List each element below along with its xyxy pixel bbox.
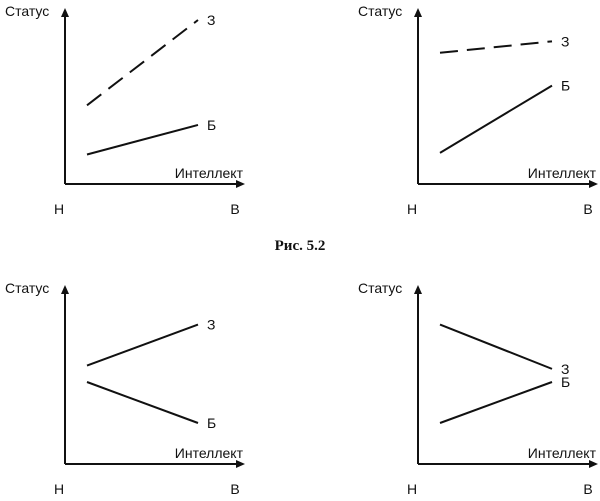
y-axis-label: Статус — [5, 3, 49, 19]
x-tick-label: В — [230, 201, 239, 217]
y-axis-label: Статус — [358, 3, 402, 19]
x-tick-label: Н — [54, 481, 64, 497]
series-line — [439, 40, 553, 54]
x-tick-label: В — [583, 201, 592, 217]
series-line — [439, 381, 553, 424]
series-line — [439, 323, 553, 370]
series-line — [439, 84, 553, 154]
y-axis-label: Статус — [5, 280, 49, 296]
series-label: Б — [207, 415, 216, 431]
y-axis-arrow — [414, 8, 422, 17]
y-axis-arrow — [61, 8, 69, 17]
x-tick-label: Н — [54, 201, 64, 217]
series-label: Б — [561, 78, 570, 94]
series-label: З — [561, 33, 569, 49]
x-axis-arrow — [589, 180, 598, 188]
series-label: Б — [207, 117, 216, 133]
x-axis-arrow — [236, 460, 245, 468]
series-line — [86, 19, 199, 107]
x-axis-label: Интеллект — [528, 165, 597, 181]
x-axis-label: Интеллект — [528, 445, 597, 461]
x-tick-label: В — [230, 481, 239, 497]
x-axis-arrow — [589, 460, 598, 468]
y-axis-label: Статус — [358, 280, 402, 296]
series-line — [86, 381, 199, 424]
series-label: З — [207, 317, 215, 333]
x-axis-label: Интеллект — [175, 445, 244, 461]
x-tick-label: Н — [407, 201, 417, 217]
series-label: З — [561, 361, 569, 377]
x-tick-label: Н — [407, 481, 417, 497]
x-axis-arrow — [236, 180, 245, 188]
y-axis-arrow — [61, 285, 69, 294]
x-axis-label: Интеллект — [175, 165, 244, 181]
series-label: З — [207, 12, 215, 28]
series-line — [86, 323, 199, 367]
chart-panel-1: Статус Интеллект Н В З Б — [5, 3, 245, 217]
series-line — [86, 123, 199, 156]
series-label: Б — [561, 374, 570, 390]
y-axis-arrow — [414, 285, 422, 294]
chart-panel-2: Статус Интеллект Н В З Б — [358, 3, 598, 217]
figure-caption: Рис. 5.2 — [275, 238, 326, 254]
chart-panel-4: Статус Интеллект Н В ЗБ — [358, 280, 598, 497]
x-tick-label: В — [583, 481, 592, 497]
chart-panel-3: Статус Интеллект Н В З Б — [5, 280, 245, 497]
